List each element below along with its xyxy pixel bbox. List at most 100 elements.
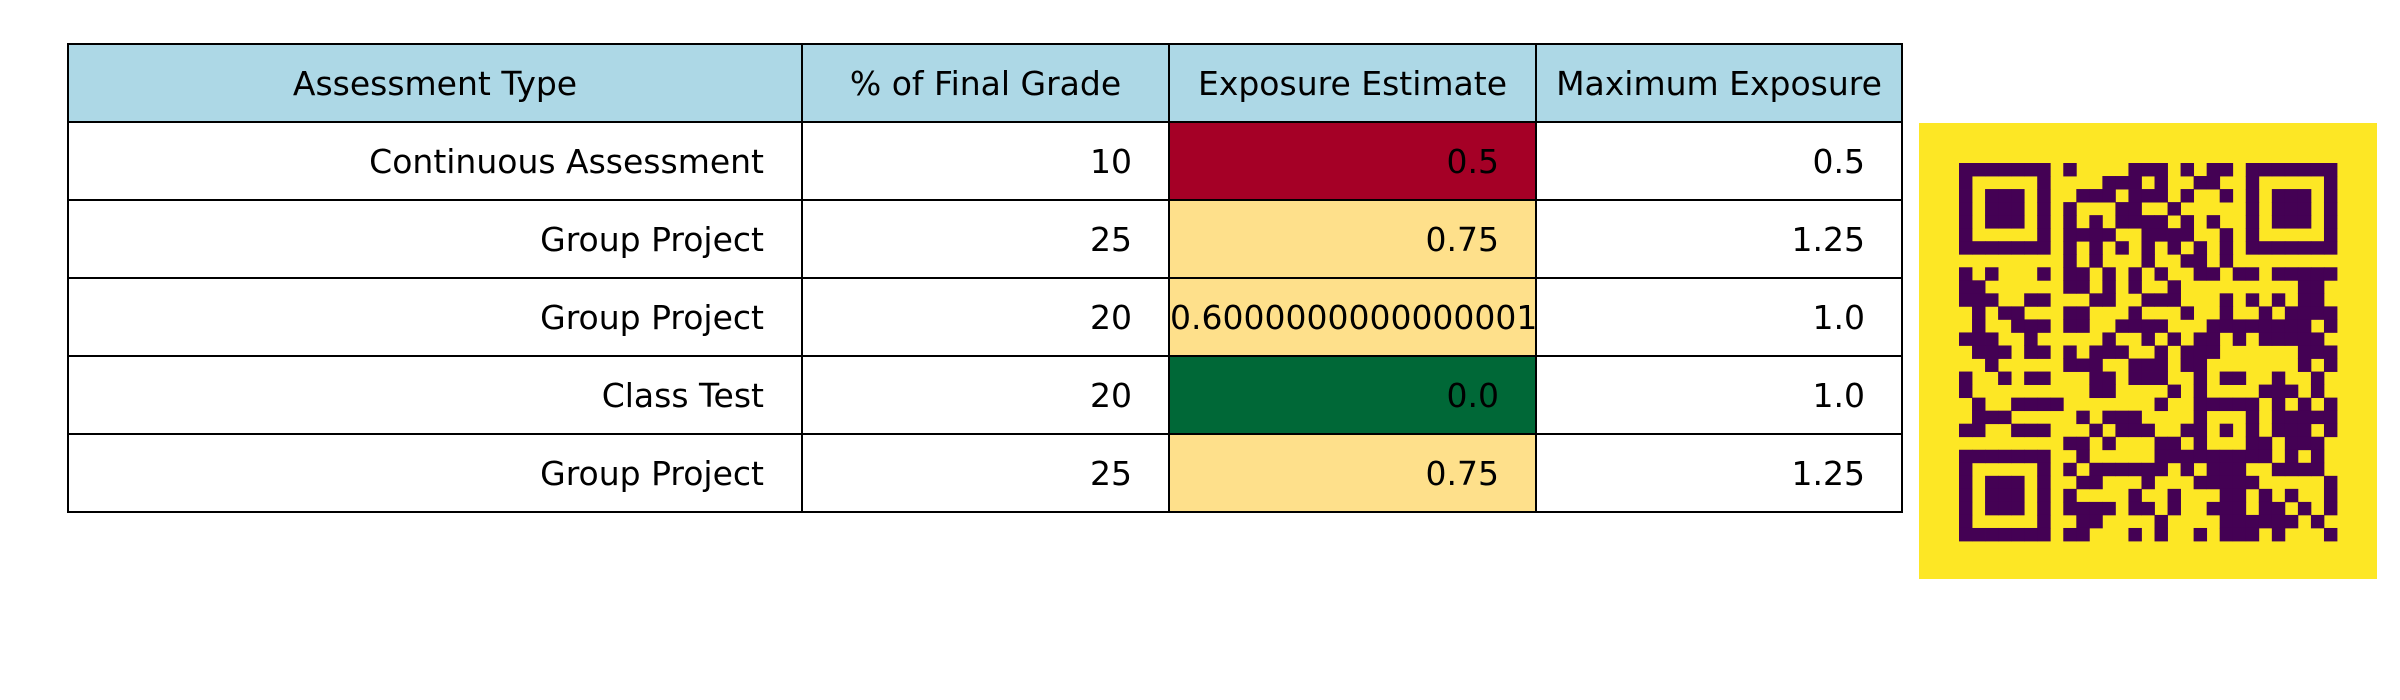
qr-module xyxy=(2154,345,2168,359)
qr-module xyxy=(2310,241,2325,255)
qr-module xyxy=(2089,514,2103,529)
qr-module xyxy=(2232,319,2247,333)
header-assessment-type: Assessment Type xyxy=(67,43,803,123)
qr-module xyxy=(2297,189,2312,203)
qr-module xyxy=(2284,449,2299,464)
qr-module xyxy=(2102,293,2116,307)
qr-module xyxy=(2024,163,2038,177)
qr-module xyxy=(2063,319,2077,333)
qr-module xyxy=(2167,488,2181,503)
qr-module xyxy=(2193,475,2208,490)
table-row: Group Project 25 0.75 1.25 xyxy=(67,433,1903,513)
qr-module xyxy=(2245,475,2260,490)
qr-module xyxy=(2154,215,2168,229)
qr-module xyxy=(2232,397,2247,412)
qr-module xyxy=(2076,436,2090,451)
qr-module xyxy=(2258,514,2273,529)
qr-module xyxy=(2037,176,2051,190)
qr-module xyxy=(2037,397,2051,412)
qr-module xyxy=(2193,267,2208,281)
qr-module xyxy=(2258,488,2273,503)
qr-module xyxy=(1972,397,1986,412)
qr-module xyxy=(2206,449,2221,464)
qr-module xyxy=(1998,345,2012,359)
qr-module xyxy=(2037,241,2051,255)
qr-module xyxy=(2011,215,2025,229)
qr-module xyxy=(2011,189,2025,203)
qr-module xyxy=(2128,280,2142,294)
qr-module xyxy=(2076,319,2090,333)
qr-module xyxy=(2310,436,2325,451)
qr-module xyxy=(2232,371,2247,385)
qr-module xyxy=(2297,215,2312,229)
qr-module xyxy=(2089,462,2103,477)
qr-module xyxy=(2297,202,2312,216)
qr-module xyxy=(2063,436,2077,451)
qr-module xyxy=(2076,267,2090,281)
qr-module xyxy=(2167,228,2181,242)
qr-module xyxy=(1998,475,2012,490)
qr-module xyxy=(2024,345,2038,359)
qr-module xyxy=(1998,410,2012,425)
qr-module xyxy=(2206,163,2221,177)
qr-module xyxy=(2284,189,2299,203)
qr-module xyxy=(1985,449,1999,464)
qr-module xyxy=(1985,267,1999,281)
qr-module xyxy=(2258,384,2273,399)
qr-module xyxy=(2258,501,2273,516)
qr-module xyxy=(2167,501,2181,516)
qr-module xyxy=(2115,319,2129,333)
qr-module xyxy=(2323,215,2338,229)
qr-module xyxy=(2310,306,2325,320)
qr-module xyxy=(1972,241,1986,255)
qr-module xyxy=(2193,358,2208,372)
qr-module xyxy=(2141,358,2155,372)
qr-module xyxy=(1998,163,2012,177)
qr-module xyxy=(2193,254,2208,268)
qr-module xyxy=(2128,202,2142,216)
qr-module xyxy=(2037,501,2051,516)
qr-module xyxy=(2232,488,2247,503)
qr-module xyxy=(2089,423,2103,438)
qr-module xyxy=(2258,449,2273,464)
qr-module xyxy=(2089,384,2103,399)
qr-module xyxy=(2063,163,2077,177)
qr-module xyxy=(1959,527,1973,542)
qr-module xyxy=(2232,449,2247,464)
cell-maximum-exposure: 1.25 xyxy=(1535,199,1903,279)
qr-module xyxy=(2193,332,2208,346)
qr-module xyxy=(2258,436,2273,451)
qr-module xyxy=(2271,241,2286,255)
qr-module xyxy=(2271,527,2286,542)
qr-module xyxy=(1985,527,1999,542)
qr-module xyxy=(2024,332,2038,346)
qr-module xyxy=(2310,410,2325,425)
qr-module xyxy=(2245,397,2260,412)
qr-module xyxy=(2245,163,2260,177)
qr-module xyxy=(2128,176,2142,190)
qr-module xyxy=(1959,241,1973,255)
qr-module xyxy=(2245,319,2260,333)
qr-module xyxy=(1959,488,1973,503)
qr-module xyxy=(2323,163,2338,177)
qr-module xyxy=(2063,345,2077,359)
qr-module xyxy=(2284,410,2299,425)
qr-module xyxy=(1985,358,1999,372)
qr-module xyxy=(1972,293,1986,307)
qr-module xyxy=(2154,371,2168,385)
qr-module xyxy=(2323,345,2338,359)
qr-module xyxy=(1972,319,1986,333)
qr-module xyxy=(2245,202,2260,216)
qr-module xyxy=(2245,423,2260,438)
qr-module xyxy=(2245,215,2260,229)
qr-module xyxy=(2245,267,2260,281)
header-percent-final-grade: % of Final Grade xyxy=(801,43,1170,123)
qr-module xyxy=(2284,202,2299,216)
cell-assessment-type: Group Project xyxy=(67,199,803,279)
qr-module xyxy=(2193,371,2208,385)
qr-module xyxy=(2310,514,2325,529)
qr-module xyxy=(2180,358,2195,372)
qr-module xyxy=(2115,345,2129,359)
qr-module xyxy=(2245,293,2260,307)
qr-module xyxy=(2323,488,2338,503)
